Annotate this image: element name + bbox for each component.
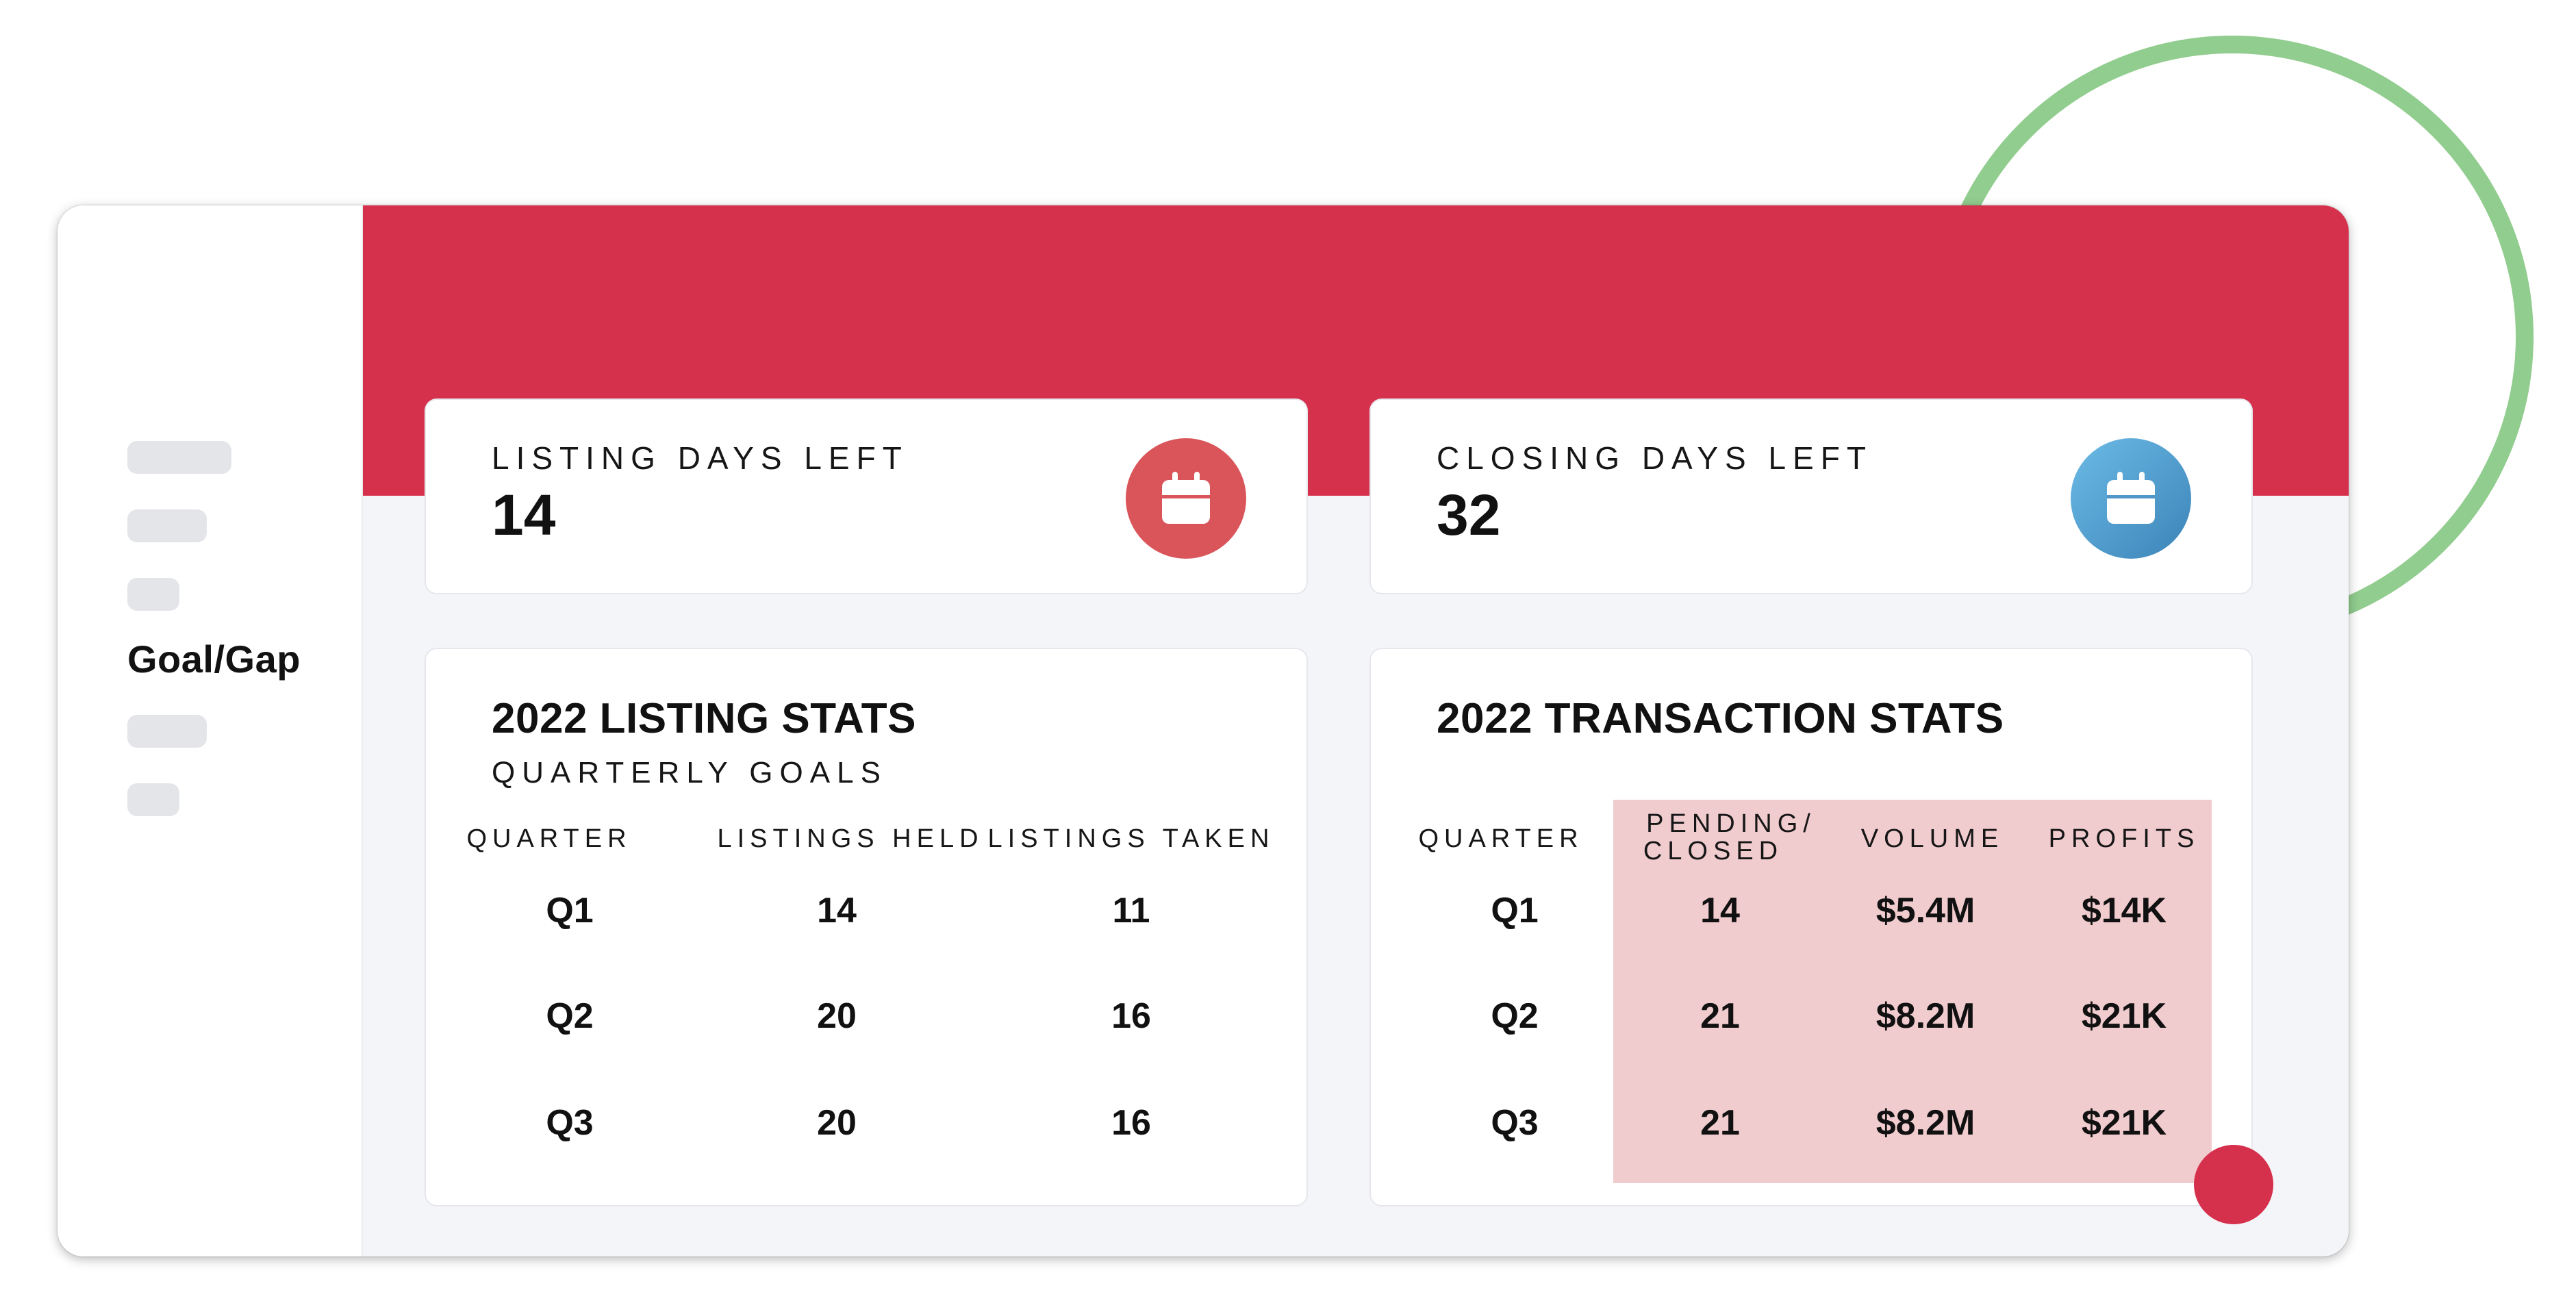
highlight-panel [1613, 800, 2212, 1183]
column-header-quarter: QUARTER [1418, 824, 1584, 853]
sidebar-item-goal-gap[interactable]: Goal/Gap [127, 637, 301, 681]
closing-days-card: CLOSING DAYS LEFT 32 [1369, 399, 2253, 594]
calendar-icon [1126, 438, 1246, 559]
table-cell-pending-closed: 14 [1700, 891, 1740, 931]
listing-stats-subtitle: QUARTERLY GOALS [492, 756, 887, 789]
table-cell-volume: $5.4M [1876, 891, 1975, 931]
closing-days-value: 32 [1437, 483, 1501, 547]
table-cell-listings-taken: 11 [1112, 891, 1150, 931]
listing-days-label: LISTING DAYS LEFT [492, 440, 909, 476]
table-cell-pending-closed: 21 [1700, 996, 1740, 1036]
column-header-volume: VOLUME [1860, 824, 2004, 853]
table-cell-listings-held: 20 [817, 996, 857, 1036]
table-cell-quarter: Q1 [546, 891, 594, 931]
column-header-profits: PROFITS [2048, 824, 2200, 853]
sidebar-item-placeholder-5[interactable] [127, 783, 179, 816]
sidebar-item-placeholder-1[interactable] [127, 441, 231, 474]
closing-days-label: CLOSING DAYS LEFT [1437, 440, 1873, 476]
table-cell-listings-held: 14 [817, 891, 857, 931]
table-cell-quarter: Q3 [546, 1103, 594, 1143]
floating-dot[interactable] [2194, 1145, 2273, 1224]
column-header-quarter: QUARTER [466, 824, 632, 853]
column-header-listings-taken: LISTINGS TAKEN [987, 824, 1275, 853]
sidebar: Goal/Gap [58, 205, 363, 1256]
listing-days-value: 14 [492, 483, 556, 547]
table-cell-profits: $14K [2081, 891, 2167, 931]
app-window: Goal/Gap LISTING DAYS LEFT 14 CLOSING DA… [58, 205, 2349, 1256]
calendar-icon [2071, 438, 2191, 559]
listing-stats-card: 2022 LISTING STATS QUARTERLY GOALS QUART… [425, 648, 1308, 1206]
sidebar-item-placeholder-3[interactable] [127, 578, 179, 611]
sidebar-item-placeholder-2[interactable] [127, 509, 207, 542]
column-header-closed: CLOSED [1643, 837, 1784, 865]
listing-days-card: LISTING DAYS LEFT 14 [425, 399, 1308, 594]
column-header-pending: PENDING/ [1646, 809, 1816, 838]
table-cell-pending-closed: 21 [1700, 1103, 1740, 1143]
sidebar-item-placeholder-4[interactable] [127, 715, 207, 748]
table-cell-quarter: Q1 [1491, 891, 1539, 931]
table-cell-listings-taken: 16 [1111, 1103, 1151, 1143]
transaction-stats-title: 2022 TRANSACTION STATS [1437, 695, 2004, 742]
table-cell-listings-taken: 16 [1111, 996, 1151, 1036]
table-cell-profits: $21K [2081, 1103, 2167, 1143]
table-cell-quarter: Q2 [1491, 996, 1539, 1036]
table-cell-listings-held: 20 [817, 1103, 857, 1143]
table-cell-profits: $21K [2081, 996, 2167, 1036]
table-cell-quarter: Q3 [1491, 1103, 1539, 1143]
table-cell-volume: $8.2M [1876, 996, 1975, 1036]
table-cell-quarter: Q2 [546, 996, 594, 1036]
transaction-stats-card: 2022 TRANSACTION STATS QUARTER PENDING/ … [1369, 648, 2253, 1206]
column-header-listings-held: LISTINGS HELD [717, 824, 984, 853]
listing-stats-title: 2022 LISTING STATS [492, 695, 916, 742]
table-cell-volume: $8.2M [1876, 1103, 1975, 1143]
